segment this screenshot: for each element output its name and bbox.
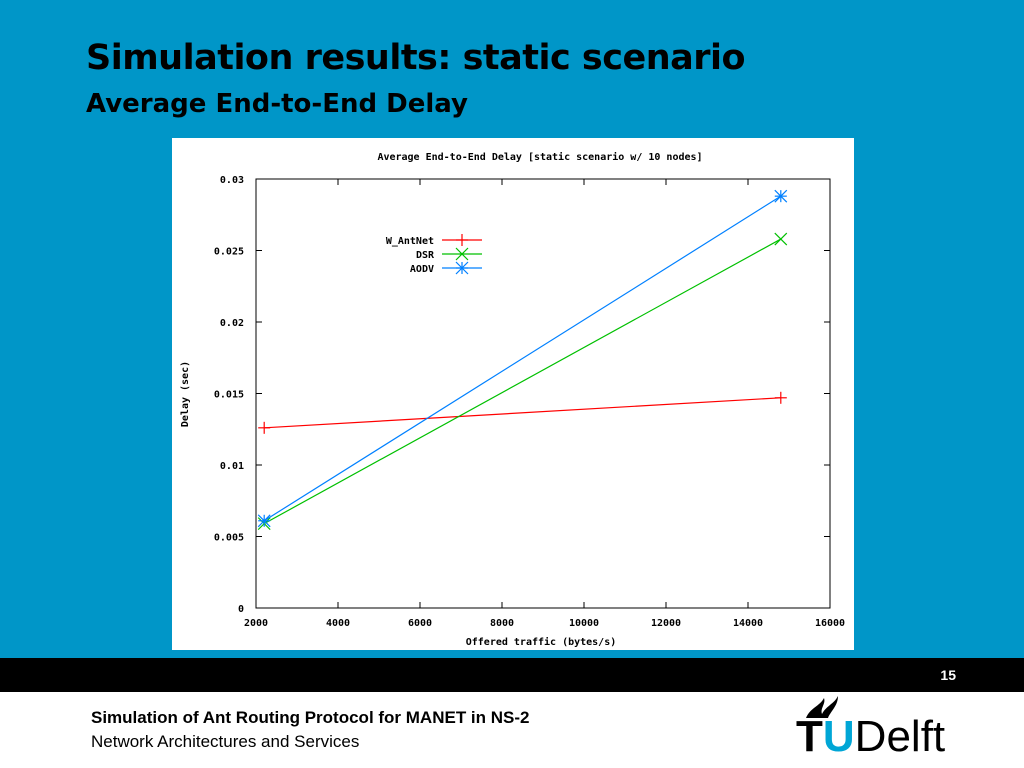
data-point-w-antnet [258, 421, 271, 434]
legend-marker-aodv [455, 261, 469, 275]
legend-marker-w-antnet [456, 234, 468, 246]
x-tick-label: 12000 [651, 618, 681, 629]
legend-label-dsr: DSR [416, 250, 435, 261]
series-line-dsr [263, 238, 782, 525]
legend-label-w-antnet: W_AntNet [386, 236, 434, 247]
footer-department: Network Architectures and Services [91, 732, 360, 751]
series-line-w-antnet [264, 397, 781, 429]
data-point-dsr [774, 232, 788, 246]
slide-footer: Simulation of Ant Routing Protocol for M… [0, 692, 1024, 768]
x-tick-label: 10000 [569, 618, 599, 629]
x-tick-label: 16000 [815, 618, 845, 629]
x-tick-label: 6000 [408, 618, 432, 629]
data-point-aodv [257, 514, 271, 528]
x-tick-label: 8000 [490, 618, 514, 629]
y-tick-label: 0.03 [220, 175, 244, 186]
logo-wordmark: TUDelft [796, 712, 946, 761]
y-tick-label: 0.005 [214, 533, 244, 544]
page-number: 15 [940, 667, 956, 683]
x-tick-label: 4000 [326, 618, 350, 629]
tudelft-logo: TUDelft [796, 694, 966, 764]
series-line-aodv [263, 195, 782, 522]
y-tick-label: 0.02 [220, 318, 244, 329]
flame-icon [806, 696, 838, 718]
data-point-w-antnet [774, 391, 787, 404]
plot-frame [255, 178, 831, 609]
y-axis-label: Delay (sec) [180, 361, 191, 427]
footer-presentation-title: Simulation of Ant Routing Protocol for M… [91, 708, 530, 727]
y-tick-label: 0.015 [214, 390, 244, 401]
legend-label-aodv: AODV [410, 264, 434, 275]
chart-panel: Average End-to-End Delay [static scenari… [172, 138, 854, 650]
data-point-aodv [774, 189, 788, 203]
y-tick-label: 0.01 [220, 461, 244, 472]
chart-title: Average End-to-End Delay [static scenari… [377, 151, 702, 163]
x-tick-label: 14000 [733, 618, 763, 629]
slide-title: Simulation results: static scenario [86, 38, 746, 78]
y-tick-label: 0.025 [214, 247, 244, 258]
legend-marker-dsr [455, 247, 469, 261]
slide-subtitle: Average End-to-End Delay [86, 89, 468, 119]
y-tick-label: 0 [238, 604, 244, 615]
x-axis-label: Offered traffic (bytes/s) [466, 636, 617, 648]
delay-line-chart: Average End-to-End Delay [static scenari… [180, 151, 845, 648]
x-tick-label: 2000 [244, 618, 268, 629]
slide-bottom-bar: 15 [0, 658, 1024, 692]
